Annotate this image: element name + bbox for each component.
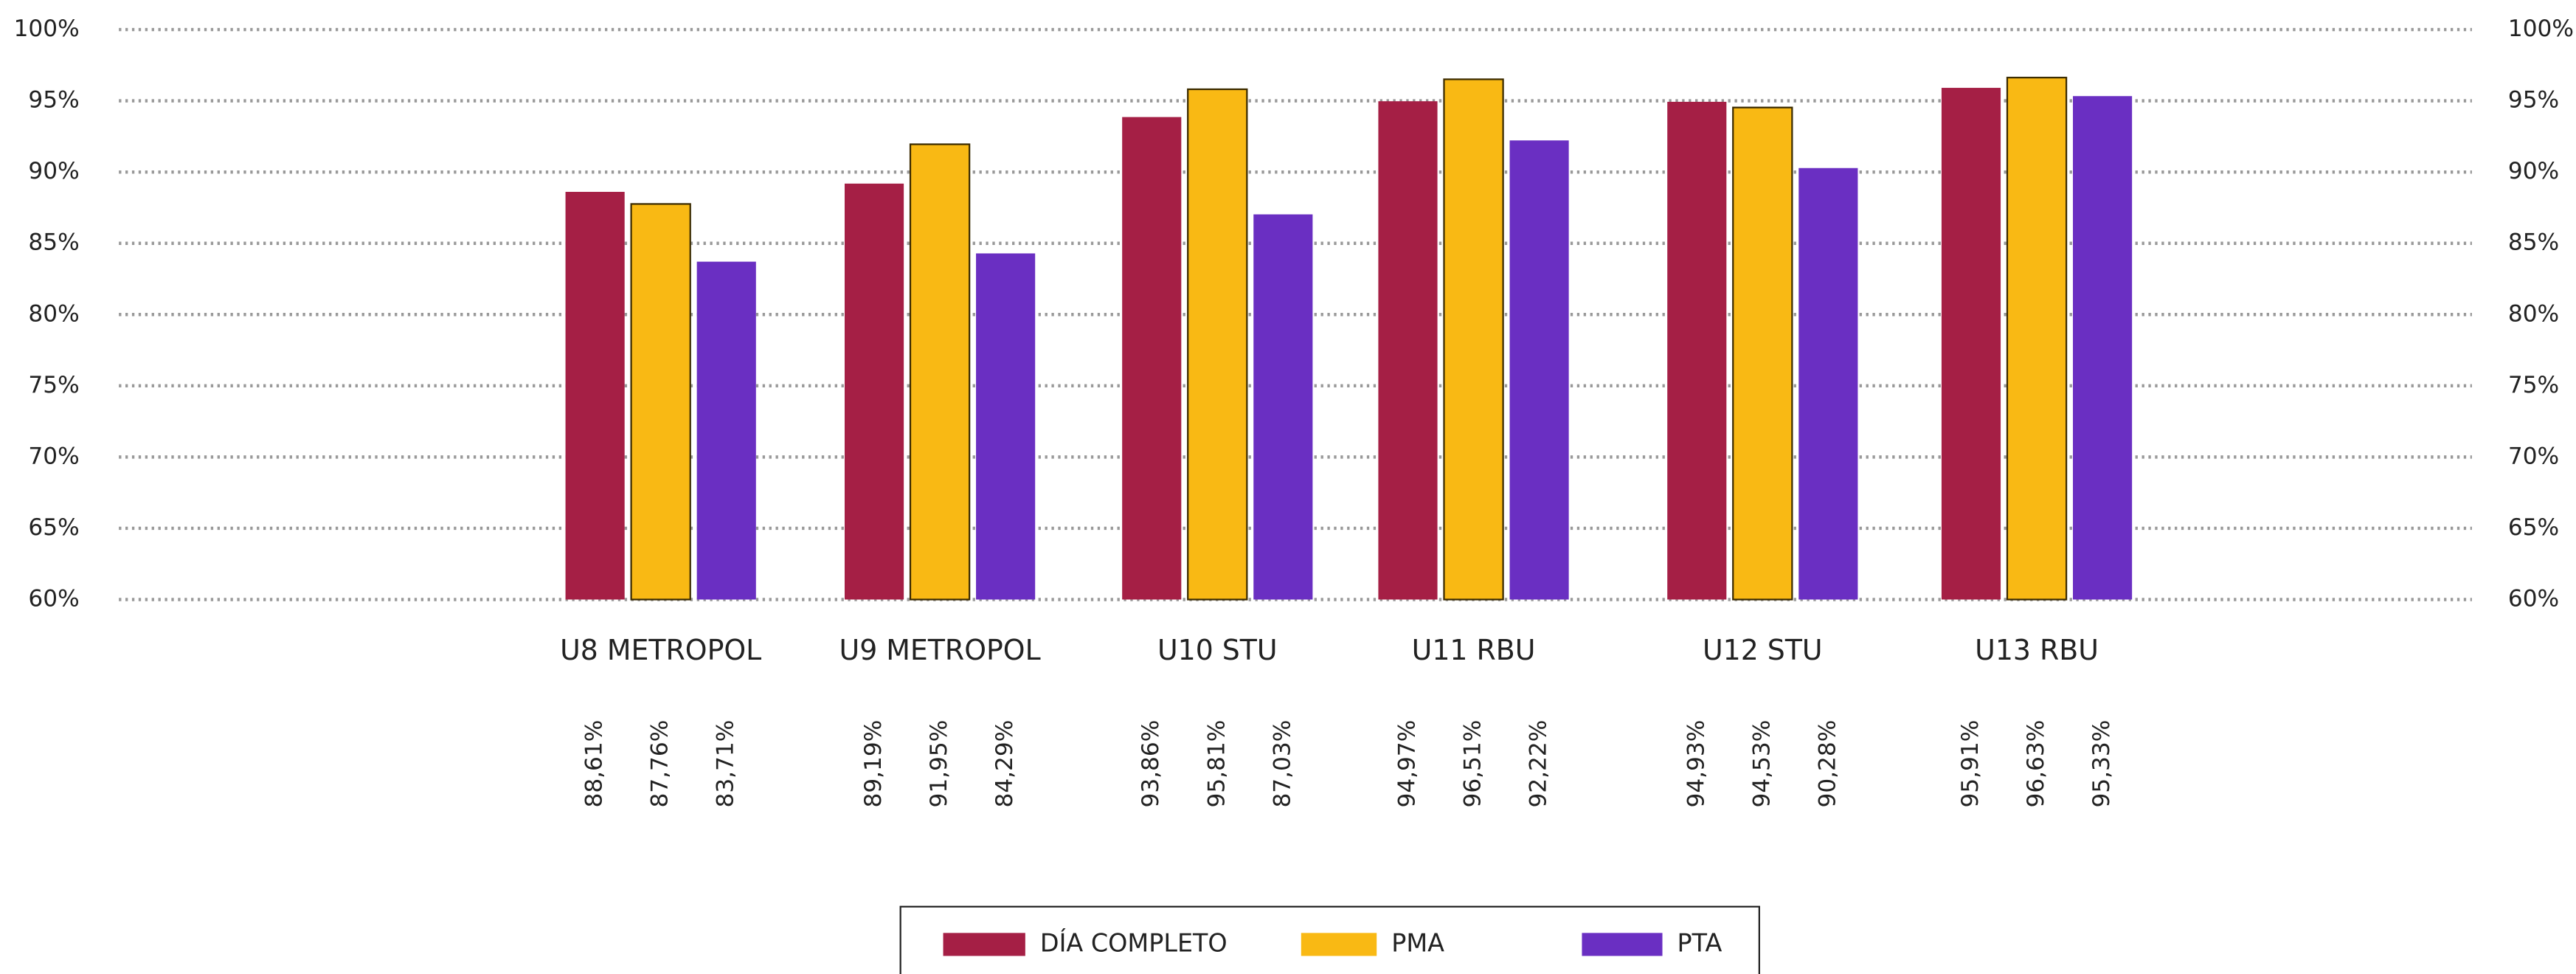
- bar: [1378, 101, 1438, 600]
- y-tick-label: 80%: [28, 300, 79, 327]
- y-tick-label: 100%: [14, 15, 80, 42]
- bar: [1253, 214, 1313, 600]
- bar: [1667, 101, 1727, 600]
- value-label: 95,81%: [1203, 720, 1230, 808]
- y-tick-label: 70%: [28, 443, 79, 469]
- x-tick-label: U9 METROPOL: [839, 634, 1041, 666]
- value-label: 91,95%: [926, 720, 952, 808]
- bar: [976, 253, 1036, 600]
- value-label: 94,53%: [1748, 720, 1775, 808]
- y2-tick-label: 60%: [2508, 585, 2559, 612]
- x-tick-label: U12 STU: [1703, 634, 1823, 666]
- value-label: 96,51%: [1460, 720, 1486, 808]
- y2-tick-label: 90%: [2508, 158, 2559, 184]
- value-label: 87,76%: [647, 720, 674, 808]
- x-tick-label: U11 RBU: [1412, 634, 1536, 666]
- value-label: 89,19%: [860, 720, 887, 808]
- bar: [1122, 117, 1182, 600]
- legend-swatch: [1301, 933, 1377, 956]
- y-tick-label: 95%: [28, 87, 79, 114]
- y2-tick-label: 95%: [2508, 87, 2559, 114]
- y2-tick-label: 100%: [2508, 15, 2574, 42]
- value-label: 95,33%: [2088, 720, 2115, 808]
- legend-label: PMA: [1391, 928, 1444, 957]
- y2-tick-label: 85%: [2508, 229, 2559, 256]
- y2-tick-label: 80%: [2508, 300, 2559, 327]
- value-label: 84,29%: [991, 720, 1018, 808]
- y-tick-label: 85%: [28, 229, 79, 256]
- value-label: 93,86%: [1138, 720, 1164, 808]
- y-tick-label: 60%: [28, 585, 79, 612]
- bar: [844, 183, 904, 600]
- legend-swatch: [1582, 933, 1663, 956]
- y2-tick-label: 75%: [2508, 372, 2559, 398]
- bar: [909, 143, 971, 601]
- y-tick-label: 65%: [28, 514, 79, 541]
- bar: [1798, 167, 1858, 600]
- bar: [1732, 106, 1793, 601]
- y-tick-label: 90%: [28, 158, 79, 184]
- value-label: 95,91%: [1957, 720, 1984, 808]
- bar: [1187, 88, 1248, 601]
- x-tick-label: U10 STU: [1157, 634, 1278, 666]
- value-label: 83,71%: [713, 720, 739, 808]
- legend-label: DÍA COMPLETO: [1040, 928, 1228, 957]
- y2-tick-label: 70%: [2508, 443, 2559, 469]
- bar: [1941, 88, 2001, 600]
- legend-label: PTA: [1677, 928, 1722, 957]
- x-tick-label: U8 METROPOL: [560, 634, 761, 666]
- value-label: 94,97%: [1393, 720, 1420, 808]
- value-label: 96,63%: [2023, 720, 2049, 808]
- bar: [1443, 78, 1504, 601]
- y2-tick-label: 65%: [2508, 514, 2559, 541]
- bar: [696, 261, 756, 600]
- bar: [2073, 96, 2133, 600]
- value-label: 88,61%: [581, 720, 608, 808]
- y-tick-label: 75%: [28, 372, 79, 398]
- bar: [2006, 77, 2068, 601]
- bar: [1509, 140, 1569, 600]
- value-label: 90,28%: [1814, 720, 1841, 808]
- value-label: 94,93%: [1683, 720, 1709, 808]
- bar: [565, 192, 625, 600]
- bar: [630, 203, 691, 601]
- legend-swatch: [943, 933, 1025, 956]
- x-tick-label: U13 RBU: [1975, 634, 2099, 666]
- value-label: 87,03%: [1269, 720, 1295, 808]
- value-label: 92,22%: [1526, 720, 1552, 808]
